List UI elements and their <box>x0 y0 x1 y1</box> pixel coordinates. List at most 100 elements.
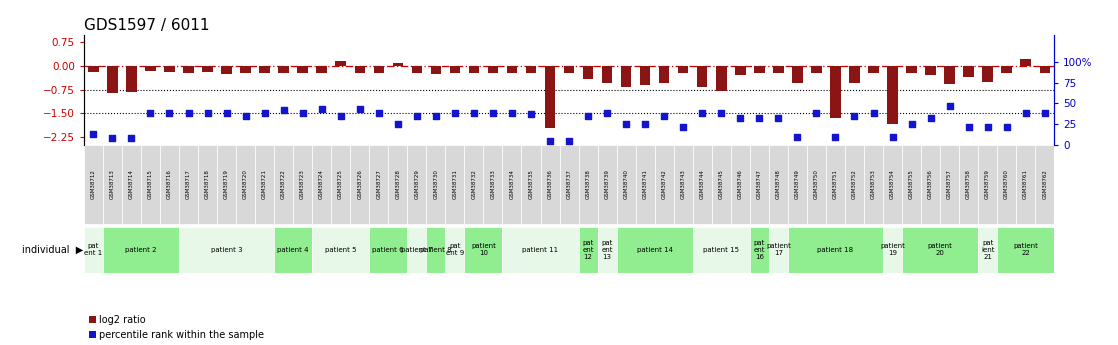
Point <box>541 138 559 144</box>
Bar <box>506 66 518 73</box>
Text: GSM38728: GSM38728 <box>396 169 400 199</box>
Text: GSM38737: GSM38737 <box>567 169 571 199</box>
Text: GSM38726: GSM38726 <box>358 169 362 199</box>
Point <box>1035 111 1053 116</box>
Text: patient 3: patient 3 <box>211 247 243 253</box>
Point <box>218 111 236 116</box>
Text: GSM38756: GSM38756 <box>928 169 934 199</box>
Text: GSM38739: GSM38739 <box>605 169 609 199</box>
Bar <box>563 66 575 73</box>
Text: patient
22: patient 22 <box>1013 243 1039 256</box>
Bar <box>521 145 540 224</box>
Bar <box>945 66 955 84</box>
Bar <box>445 145 464 224</box>
Bar <box>793 66 803 83</box>
Bar <box>1002 66 1012 73</box>
Text: patient 5: patient 5 <box>325 247 357 253</box>
Bar <box>755 66 765 73</box>
Text: GSM38742: GSM38742 <box>662 169 666 199</box>
Bar <box>807 145 826 224</box>
Bar <box>88 66 98 72</box>
Point <box>408 113 426 119</box>
Text: GSM38758: GSM38758 <box>966 169 972 199</box>
Text: GSM38720: GSM38720 <box>243 169 248 199</box>
Bar <box>812 66 822 73</box>
Bar <box>659 66 670 83</box>
Bar <box>678 66 689 73</box>
Point <box>883 134 901 139</box>
Bar <box>464 145 483 224</box>
Bar <box>869 66 879 73</box>
Point <box>693 111 711 116</box>
Bar <box>579 227 598 273</box>
Point <box>446 111 464 116</box>
Bar <box>902 227 978 273</box>
Bar <box>674 145 693 224</box>
Bar <box>411 66 423 73</box>
Bar <box>160 145 179 224</box>
Bar <box>544 66 556 128</box>
Bar <box>978 227 997 273</box>
Bar <box>559 145 579 224</box>
Text: pat
ent
13: pat ent 13 <box>601 239 613 259</box>
Text: GSM38753: GSM38753 <box>871 169 877 199</box>
Point <box>712 111 730 116</box>
Text: pat
ent
12: pat ent 12 <box>582 239 594 259</box>
Bar <box>183 66 193 73</box>
Text: patient 6: patient 6 <box>372 247 404 253</box>
Bar <box>617 145 636 224</box>
Point <box>750 115 768 120</box>
Bar <box>601 66 613 83</box>
Point <box>123 136 141 141</box>
Point <box>636 121 654 127</box>
Text: GSM38724: GSM38724 <box>320 169 324 199</box>
Bar <box>179 227 274 273</box>
Bar <box>407 227 426 273</box>
Bar <box>312 145 331 224</box>
Text: GSM38747: GSM38747 <box>757 169 761 199</box>
Bar <box>278 66 288 73</box>
Bar <box>826 145 845 224</box>
Point <box>902 121 920 127</box>
Point <box>104 136 122 141</box>
Bar <box>369 227 407 273</box>
Bar <box>750 227 769 273</box>
Text: GSM38714: GSM38714 <box>129 169 134 199</box>
Point <box>389 121 407 127</box>
Bar <box>883 227 902 273</box>
Text: GSM38748: GSM38748 <box>776 169 780 199</box>
Point <box>864 111 882 116</box>
Point <box>940 103 958 109</box>
Bar <box>598 227 617 273</box>
Text: GSM38731: GSM38731 <box>453 169 457 199</box>
Text: GSM38762: GSM38762 <box>1042 169 1048 199</box>
Bar <box>1035 145 1054 224</box>
Bar <box>369 145 388 224</box>
Text: GSM38760: GSM38760 <box>1004 169 1010 199</box>
Bar <box>655 145 674 224</box>
Bar <box>259 66 269 73</box>
Point <box>1016 111 1034 116</box>
Bar <box>316 66 326 73</box>
Point <box>921 115 939 120</box>
Bar <box>350 145 369 224</box>
Bar <box>579 145 598 224</box>
Bar <box>774 66 784 73</box>
Point <box>180 111 198 116</box>
Bar <box>1016 145 1035 224</box>
Point <box>256 111 274 116</box>
Bar <box>430 66 442 74</box>
Text: GSM38755: GSM38755 <box>909 169 915 199</box>
Point <box>351 107 369 112</box>
Point <box>560 138 578 144</box>
Text: GSM38757: GSM38757 <box>947 169 953 199</box>
Bar <box>221 66 231 74</box>
Text: GSM38722: GSM38722 <box>281 169 286 199</box>
Text: GSM38717: GSM38717 <box>186 169 191 199</box>
Bar <box>274 227 312 273</box>
Bar <box>788 145 807 224</box>
Text: patient 8: patient 8 <box>420 247 452 253</box>
Text: GSM38752: GSM38752 <box>852 169 858 199</box>
Bar <box>103 145 122 224</box>
Text: patient 18: patient 18 <box>817 247 853 253</box>
